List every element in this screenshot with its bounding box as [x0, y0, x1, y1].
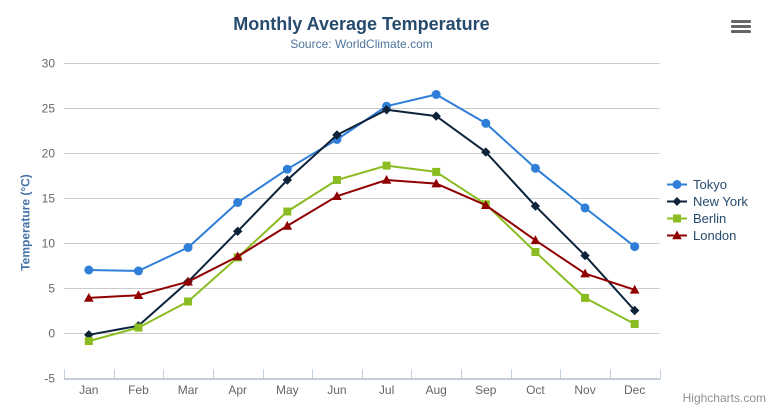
- data-point[interactable]: [381, 105, 392, 115]
- data-point[interactable]: [84, 265, 94, 275]
- data-point[interactable]: [431, 178, 441, 188]
- context-menu-button[interactable]: [728, 15, 754, 37]
- legend-item-new-york[interactable]: New York: [666, 193, 748, 210]
- y-axis-tick-label: 25: [42, 102, 56, 116]
- data-point[interactable]: [580, 203, 590, 213]
- highcharts-credits-link[interactable]: Highcharts.com: [682, 391, 766, 405]
- data-point[interactable]: [84, 292, 94, 302]
- legend-label: London: [693, 228, 737, 243]
- legend-label: Tokyo: [693, 177, 727, 192]
- data-point[interactable]: [282, 164, 292, 174]
- data-point[interactable]: [184, 297, 193, 306]
- data-point[interactable]: [432, 167, 441, 176]
- data-point[interactable]: [530, 235, 541, 245]
- data-point[interactable]: [382, 161, 391, 170]
- y-axis-tick-label: 5: [48, 282, 55, 296]
- data-point[interactable]: [133, 290, 144, 299]
- data-point[interactable]: [630, 242, 640, 252]
- series-line-london: [87, 179, 636, 299]
- y-axis-tick-label: 20: [42, 147, 56, 161]
- y-axis-tick-label: 15: [42, 192, 56, 206]
- x-axis-tick-label: Jun: [327, 383, 346, 397]
- data-point[interactable]: [481, 200, 491, 209]
- y-axis-tick-label: -5: [44, 372, 55, 386]
- data-point[interactable]: [581, 293, 590, 302]
- data-point[interactable]: [431, 90, 441, 99]
- data-point[interactable]: [283, 207, 292, 216]
- chart-subtitle: Source: WorldClimate.com: [290, 37, 433, 51]
- y-axis-tick-label: 30: [42, 57, 56, 71]
- x-axis-tick-label: Sep: [475, 383, 497, 397]
- y-axis-title: Temperature (°C): [18, 174, 33, 271]
- y-axis-tick-label: 10: [42, 237, 56, 251]
- x-axis-tick-label: Jul: [379, 383, 394, 397]
- legend-item-berlin[interactable]: Berlin: [666, 210, 748, 227]
- data-point[interactable]: [233, 198, 243, 207]
- chart-title: Monthly Average Temperature: [233, 14, 490, 34]
- x-axis-tick-label: Jan: [79, 383, 98, 397]
- data-point[interactable]: [481, 147, 491, 157]
- legend-item-london[interactable]: London: [666, 227, 748, 244]
- data-point[interactable]: [530, 201, 541, 211]
- data-point[interactable]: [530, 163, 540, 173]
- data-point[interactable]: [580, 268, 590, 278]
- data-point[interactable]: [629, 305, 640, 316]
- data-point[interactable]: [629, 284, 640, 294]
- data-point[interactable]: [332, 130, 342, 140]
- legend-label: Berlin: [693, 211, 727, 226]
- series-line-berlin: [87, 164, 636, 343]
- data-point[interactable]: [232, 226, 243, 236]
- data-point[interactable]: [282, 220, 293, 230]
- diamond-marker-icon: [667, 197, 687, 206]
- data-point[interactable]: [84, 337, 93, 346]
- y-axis-tick-label: 0: [48, 327, 55, 341]
- x-axis-tick-label: Aug: [426, 383, 447, 397]
- data-point[interactable]: [133, 266, 143, 276]
- x-axis-tick-label: Feb: [128, 383, 149, 397]
- data-point[interactable]: [332, 176, 341, 184]
- data-point[interactable]: [630, 320, 639, 328]
- data-point[interactable]: [183, 276, 193, 286]
- triangle-marker-icon: [667, 230, 687, 240]
- x-axis-tick-label: May: [276, 383, 299, 397]
- x-axis-tick-label: Apr: [228, 383, 247, 397]
- data-point[interactable]: [381, 175, 392, 184]
- legend-label: New York: [693, 194, 748, 209]
- x-axis-tick-label: Nov: [574, 383, 595, 397]
- legend: Tokyo New York Berlin London: [666, 176, 748, 244]
- series-line-new-york: [87, 108, 636, 336]
- data-point[interactable]: [134, 323, 143, 332]
- data-point[interactable]: [232, 251, 243, 261]
- data-point[interactable]: [531, 248, 540, 256]
- circle-marker-icon: [667, 180, 687, 189]
- data-point[interactable]: [481, 118, 491, 128]
- legend-item-tokyo[interactable]: Tokyo: [666, 176, 748, 193]
- data-point[interactable]: [183, 243, 193, 252]
- square-marker-icon: [667, 214, 687, 223]
- data-point[interactable]: [332, 191, 342, 200]
- series-line-tokyo: [87, 93, 636, 272]
- data-point[interactable]: [580, 250, 590, 261]
- x-axis-tick-label: Mar: [178, 383, 199, 397]
- x-axis-tick-label: Oct: [526, 383, 545, 397]
- data-point[interactable]: [431, 111, 441, 121]
- data-point[interactable]: [282, 175, 293, 185]
- x-axis-tick-label: Dec: [624, 383, 645, 397]
